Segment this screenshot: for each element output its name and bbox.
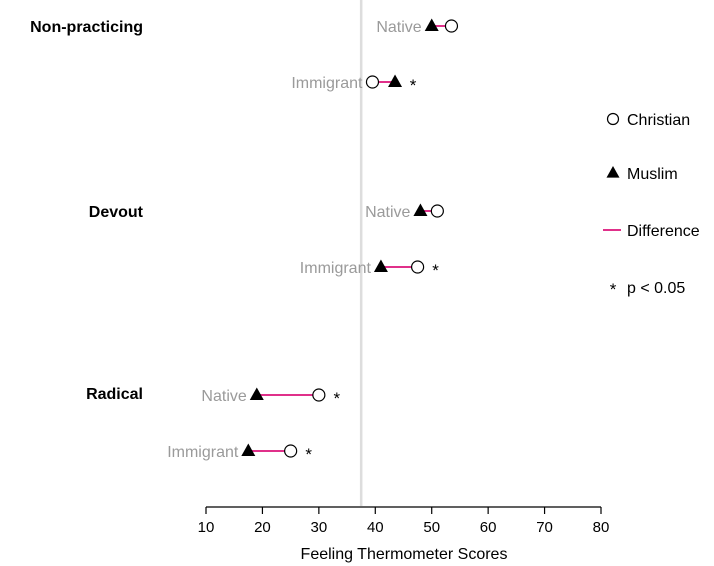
- legend-label: p < 0.05: [627, 280, 685, 297]
- christian-marker: [284, 444, 298, 458]
- x-tick-label: 50: [423, 519, 440, 536]
- x-tick-label: 80: [593, 519, 610, 536]
- legend-label: Muslim: [627, 166, 678, 183]
- x-tick-label: 10: [198, 519, 215, 536]
- legend-christian-marker: [606, 112, 620, 126]
- row-label: Native: [365, 204, 410, 221]
- christian-marker: [411, 260, 425, 274]
- muslim-marker: [373, 259, 388, 273]
- row-label: Immigrant: [291, 75, 363, 92]
- data-layer: Non-practicing Native Immigrant * Devout Nati…: [30, 18, 459, 464]
- legend: Christian Muslim Difference * p < 0.05: [603, 112, 700, 299]
- muslim-marker: [424, 18, 439, 32]
- muslim-marker: [388, 74, 403, 88]
- christian-marker: [444, 19, 459, 33]
- legend-muslim-marker: [606, 165, 620, 178]
- x-tick-label: 70: [536, 519, 553, 536]
- christian-marker: [365, 75, 380, 89]
- significance-star: *: [305, 445, 312, 464]
- muslim-marker: [413, 203, 428, 217]
- x-axis-label: Feeling Thermometer Scores: [301, 546, 508, 563]
- significance-star: *: [432, 261, 439, 280]
- row-label: Native: [376, 19, 421, 36]
- x-tick-label: 40: [367, 519, 384, 536]
- x-tick-label: 60: [480, 519, 497, 536]
- x-tick-label: 30: [311, 519, 328, 536]
- group-label: Devout: [89, 204, 144, 221]
- group-label: Non-practicing: [30, 19, 143, 36]
- legend-label: Difference: [627, 223, 700, 240]
- muslim-marker: [241, 443, 256, 457]
- christian-marker: [312, 388, 326, 402]
- row-label: Immigrant: [167, 444, 239, 461]
- muslim-marker: [249, 387, 264, 401]
- x-axis: 10 20 30 40 50 60 70 80: [198, 506, 610, 536]
- significance-star: *: [410, 76, 417, 95]
- legend-significance-marker: *: [610, 280, 617, 299]
- group-label: Radical: [86, 386, 143, 403]
- christian-marker: [430, 204, 444, 218]
- x-tick-label: 20: [254, 519, 271, 536]
- significance-star: *: [334, 389, 341, 408]
- row-label: Native: [201, 388, 246, 405]
- row-label: Immigrant: [300, 260, 372, 277]
- legend-label: Christian: [627, 112, 690, 129]
